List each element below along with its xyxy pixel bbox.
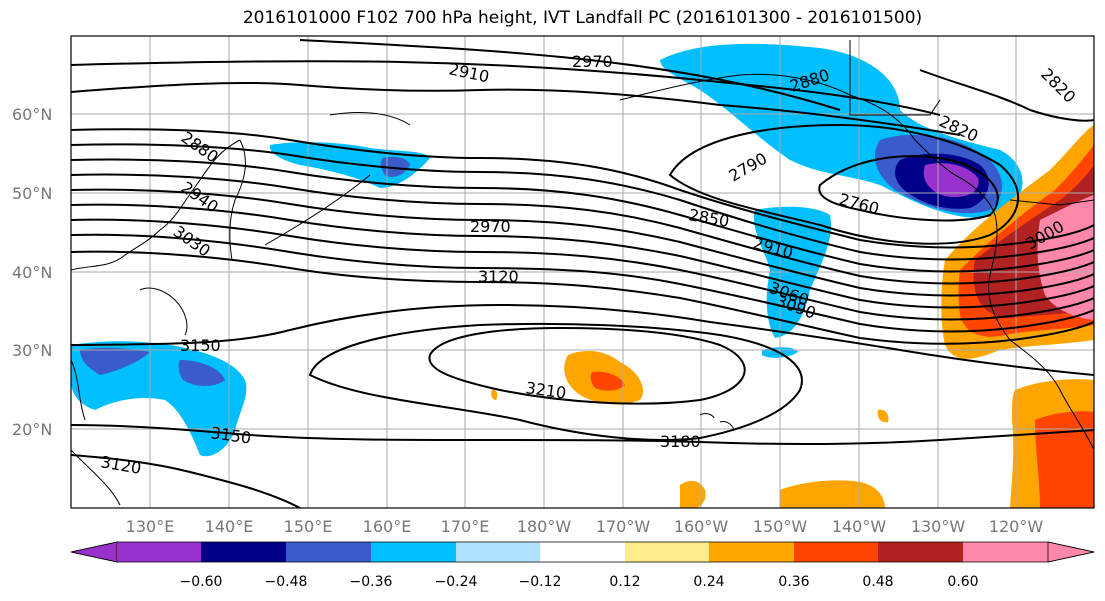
- height-contours: [71, 39, 1094, 508]
- cb-tick-3: −0.36: [350, 574, 393, 590]
- colorbar-segment: [878, 542, 963, 562]
- colorbar-ticks: −0.60 −0.48 −0.36 −0.24 −0.12 0.12 0.24 …: [180, 574, 979, 590]
- shade-south-east-red: [1035, 411, 1094, 508]
- lon-label-170e: 170°E: [441, 517, 490, 536]
- colorbar-segment: [117, 542, 201, 562]
- map-frame: [70, 35, 1095, 509]
- shade-wpac-dark: [80, 347, 225, 386]
- shade-small-a: [877, 409, 889, 423]
- clabel-3150-w: 3150: [180, 336, 221, 355]
- shade-bottom-patch2: [680, 480, 706, 508]
- coast-border-a: [849, 40, 941, 116]
- contour-ring-h: [71, 233, 1094, 333]
- cb-tick-4: −0.24: [435, 574, 478, 590]
- colorbar-segment: [794, 542, 878, 562]
- lon-label-170w: 170°W: [596, 517, 651, 536]
- contour-ring-a: [71, 128, 1094, 249]
- map-title: 2016101000 F102 700 hPa height, IVT Land…: [242, 8, 923, 28]
- lon-label-150e: 150°E: [284, 517, 333, 536]
- cb-tick-10: 0.60: [947, 574, 978, 590]
- lat-label-20n: 20°N: [12, 420, 52, 439]
- cb-tick-1: −0.60: [180, 574, 223, 590]
- cb-tick-8: 0.36: [778, 574, 809, 590]
- lon-label-140w: 140°W: [832, 517, 887, 536]
- lon-label-120w: 120°W: [989, 517, 1044, 536]
- contour-3180: [308, 322, 803, 441]
- contour-ring-b: [71, 143, 1094, 261]
- map-panel: 2970 2910 2880 2820 2820 2880 2940 3030 …: [71, 36, 1094, 508]
- clabel-2970-top: 2970: [572, 52, 613, 71]
- lat-label-60n: 60°N: [12, 105, 52, 124]
- lon-label-140e: 140°E: [205, 517, 254, 536]
- coast-aleutians: [264, 111, 411, 246]
- contour-3120-south: [71, 454, 301, 508]
- coast-asia: [71, 139, 241, 506]
- contour-3150-south: [71, 424, 1094, 446]
- colorbar-segment: [286, 542, 371, 562]
- lat-label-30n: 30°N: [12, 341, 52, 360]
- coastlines: [71, 40, 1094, 506]
- lon-label-160w: 160°W: [674, 517, 729, 536]
- contour-2790-low: [668, 123, 1019, 245]
- contour-2820-ne: [919, 69, 1094, 122]
- cb-tick-6: 0.12: [609, 574, 640, 590]
- coast-na-west: [954, 174, 1094, 451]
- colorbar-segment: [456, 542, 540, 562]
- contour-3210: [428, 326, 746, 405]
- contour-2760-low: [818, 155, 999, 222]
- cb-tick-9: 0.48: [862, 574, 893, 590]
- colorbar-segment: [625, 542, 709, 562]
- coast-hawaii: [699, 413, 735, 431]
- latitude-labels: 60°N 50°N 40°N 30°N 20°N: [12, 105, 52, 439]
- cb-tick-5: −0.12: [519, 574, 562, 590]
- cb-tick-7: 0.24: [693, 574, 724, 590]
- colorbar-segment: [963, 542, 1048, 562]
- shade-us-west-pink: [1037, 195, 1094, 320]
- clabel-2970-mid: 2970: [470, 217, 511, 236]
- shade-gulf-alaska-core: [923, 163, 979, 198]
- colorbar-extend-max: [1047, 541, 1095, 563]
- shade-hawaii-n-red: [590, 371, 625, 391]
- contour-ring-e: [71, 188, 1094, 297]
- colorbar-segment: [371, 542, 456, 562]
- colorbar-segment: [201, 542, 286, 562]
- coast-alaska: [619, 73, 956, 176]
- shade-small-b: [491, 389, 498, 400]
- contour-ring-g: [71, 218, 1094, 321]
- lat-label-50n: 50°N: [12, 184, 52, 203]
- shade-aleutian-dark: [380, 156, 410, 177]
- coast-border-b: [1009, 199, 1094, 206]
- lon-label-180w: 180°W: [517, 517, 572, 536]
- colorbar-segment: [709, 542, 794, 562]
- contour-ring-c: [71, 158, 1094, 273]
- contour-2880-a: [71, 81, 961, 136]
- colorbar: −0.60 −0.48 −0.36 −0.24 −0.12 0.12 0.24 …: [70, 541, 1095, 590]
- contour-2970-north: [299, 39, 841, 111]
- colorbar-segment: [540, 542, 625, 562]
- lat-label-40n: 40°N: [12, 263, 52, 282]
- coast-kamchatka: [229, 139, 246, 261]
- lon-label-130e: 130°E: [126, 517, 175, 536]
- contour-3150: [71, 303, 1094, 376]
- longitude-labels: 130°E 140°E 150°E 160°E 170°E 180°W 170°…: [126, 517, 1044, 536]
- cb-tick-2: −0.48: [265, 574, 308, 590]
- clabel-3120-mid: 3120: [478, 267, 519, 286]
- lon-label-130w: 130°W: [911, 517, 966, 536]
- ivt-shading: [71, 43, 1094, 508]
- graticule: [71, 36, 1094, 508]
- colorbar-segments: [70, 541, 1095, 563]
- clabel-3180: 3180: [660, 432, 701, 451]
- colorbar-extend-min: [70, 541, 118, 563]
- colorbar-outline: [70, 541, 1095, 563]
- contour-ring-d: [71, 173, 1094, 285]
- contour-3120: [71, 250, 1094, 345]
- contour-ring-f: [71, 203, 1094, 309]
- lon-label-160e: 160°E: [363, 517, 412, 536]
- lon-label-150w: 150°W: [753, 517, 808, 536]
- contour-2910-north: [71, 60, 941, 116]
